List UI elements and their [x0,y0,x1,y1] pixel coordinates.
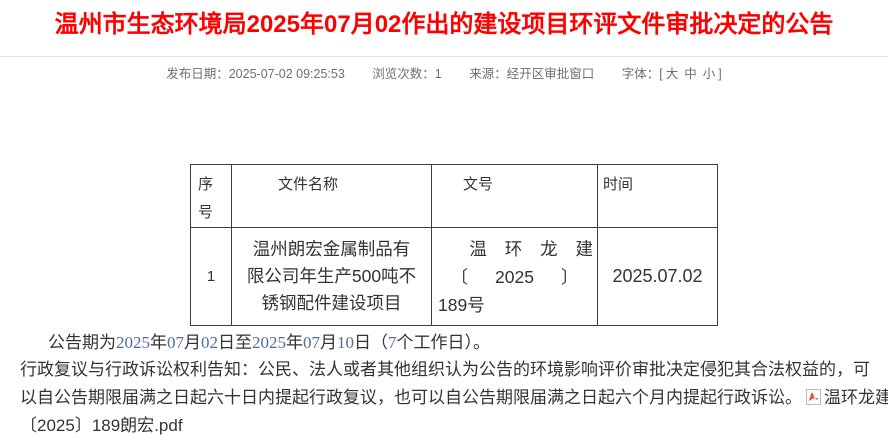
attachment-name-part1: 温环龙建 [824,388,888,407]
col-header-doc-name: 文件名称 [231,164,432,228]
page-title: 温州市生态环境局2025年07月02作出的建设项目环评文件审批决定的公告 [54,11,834,38]
table-header-row: 序号 文件名称 文号 时间 [190,164,718,228]
attachment-link[interactable]: 温环龙建 [802,388,888,407]
publish-date: 发布日期：2025-07-02 09:25:53 [166,66,345,82]
announcement-period: 公告期为2025年07月02日至2025年07月10日（7个工作日）。 [48,333,490,352]
publish-date-value: 2025-07-02 09:25:53 [228,67,345,81]
font-size-switcher: 字体：[大中小] [622,66,722,82]
doc-no-line: 189号 [438,294,485,315]
header-divider [0,56,888,57]
font-size-label: 字体： [621,67,660,81]
rights-notice-text: 以自公告期限届满之日起六十日内提起行政复议，也可以自公告期限届满之日起六个月内提… [20,388,802,407]
cell-doc-name: 温州朗宏金属制品有 限公司年生产500吨不 锈钢配件建设项目 [231,227,432,326]
source: 来源：经开区审批窗口 [469,66,594,82]
font-size-large[interactable]: 大 [665,67,679,81]
font-size-medium[interactable]: 中 [684,67,697,81]
view-count-label: 浏览次数： [372,67,435,81]
col-header-time: 时间 [597,164,718,228]
rights-notice-line-3: 〔2025〕189朗宏.pdf [20,412,880,440]
announcement-page: 温州市生态环境局2025年07月02作出的建设项目环评文件审批决定的公告 发布日… [0,11,888,440]
table-row: 1 温州朗宏金属制品有 限公司年生产500吨不 锈钢配件建设项目 温 环 龙 建… [190,227,718,326]
approval-table: 序号 文件名称 文号 时间 1 温州朗宏金属制品有 限公司年生产500吨不 锈钢… [190,164,718,326]
rights-notice-line-1: 行政复议与行政诉讼权利告知：公民、法人或者其他组织认为公告的环境影响评价审批决定… [20,360,870,379]
source-label: 来源： [469,67,507,81]
doc-no-line: 〔 2025 〕 [450,266,579,287]
font-bracket-close: ] [718,67,722,81]
publish-date-label: 发布日期： [166,67,229,81]
col-header-index: 序号 [190,164,232,228]
rights-notice: 行政复议与行政诉讼权利告知：公民、法人或者其他组织认为公告的环境影响评价审批决定… [20,356,888,440]
view-count: 浏览次数：1 [372,66,441,82]
font-bracket-open: [ [659,67,663,81]
cell-index: 1 [190,227,232,326]
font-size-small[interactable]: 小 [702,67,716,81]
source-value: 经开区审批窗口 [506,67,595,81]
pdf-icon [806,386,821,405]
cell-doc-no: 温 环 龙 建 〔 2025 〕 189号 [431,227,598,326]
doc-name-line: 锈钢配件建设项目 [261,293,402,313]
meta-bar: 发布日期：2025-07-02 09:25:53 浏览次数：1 来源：经开区审批… [0,66,888,82]
cell-date: 2025.07.02 [597,227,718,326]
attachment-link-continued[interactable]: 〔2025〕189朗宏.pdf [20,416,183,435]
doc-name-line: 温州朗宏金属制品有 [252,239,411,259]
view-count-value: 1 [434,67,442,81]
announcement-body: 公告期为2025年07月02日至2025年07月10日（7个工作日）。 行政复议… [20,330,888,440]
doc-name-line: 限公司年生产500吨不 [246,266,417,286]
col-header-doc-no: 文号 [431,164,598,228]
doc-no-line: 温 环 龙 建 [469,238,593,259]
rights-notice-line-2: 以自公告期限届满之日起六十日内提起行政复议，也可以自公告期限届满之日起六个月内提… [20,384,888,412]
